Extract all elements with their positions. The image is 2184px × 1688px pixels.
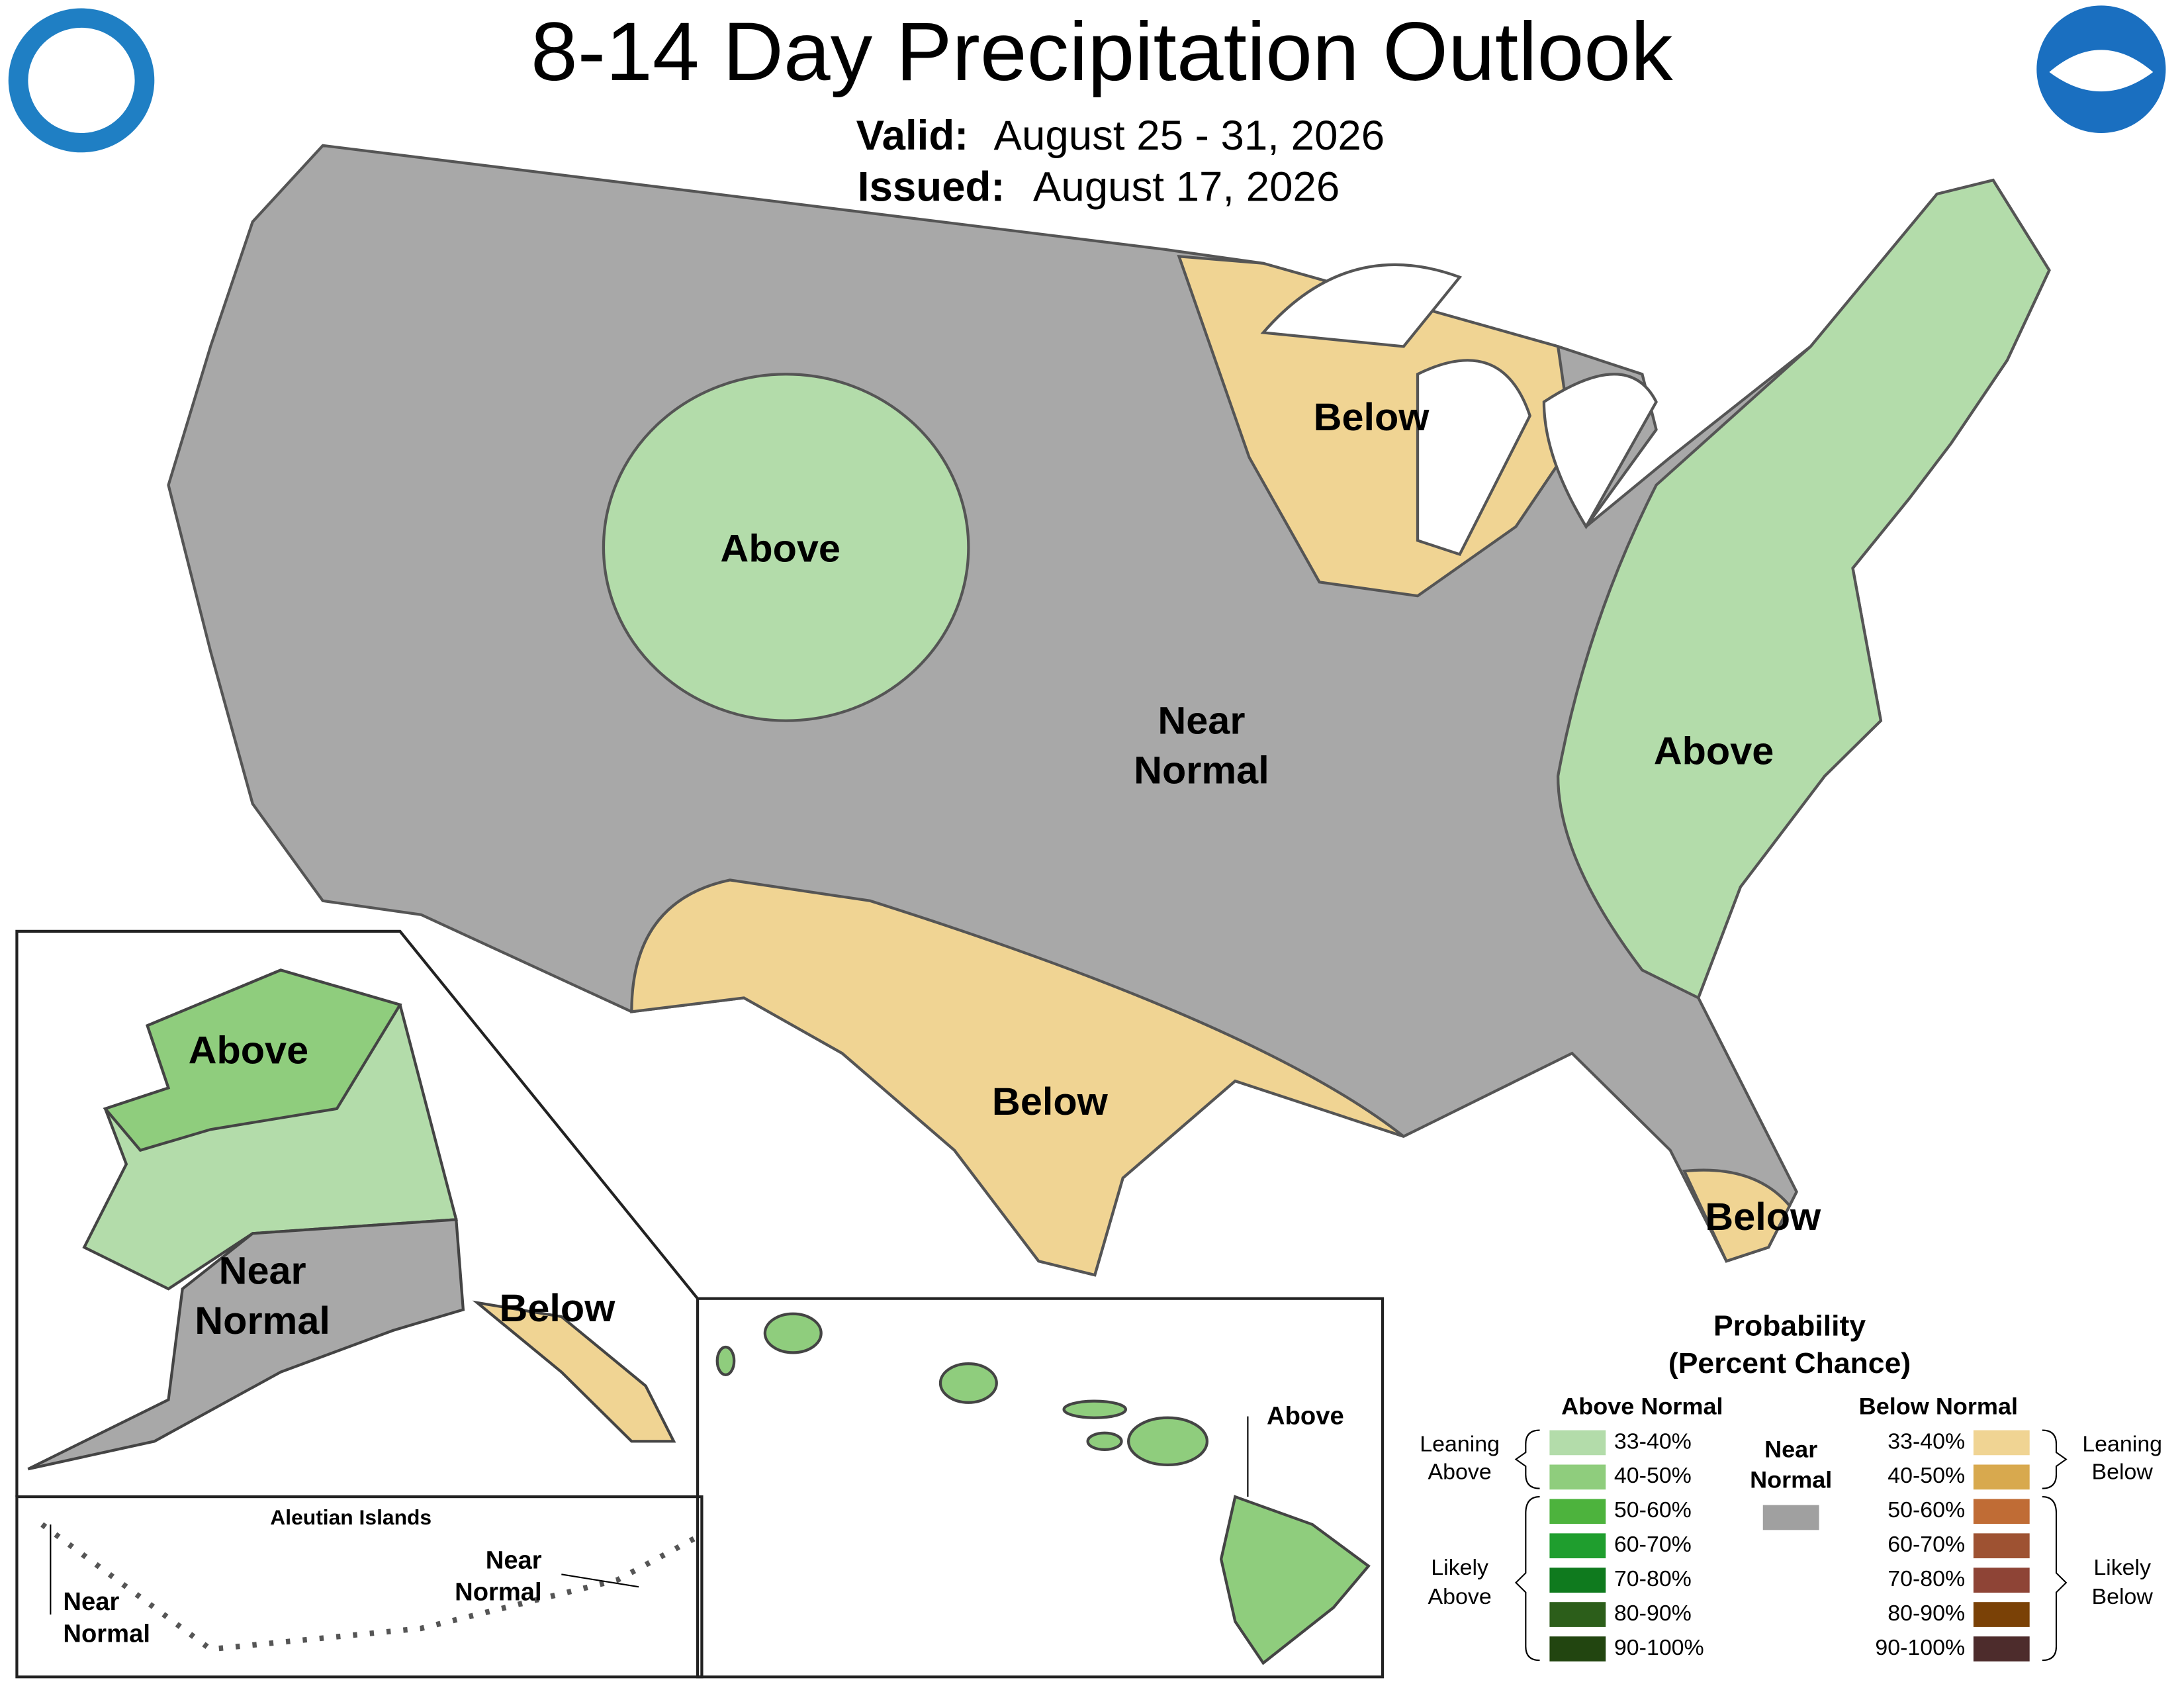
legend-label: 80-90% — [1614, 1601, 1692, 1626]
bracket-label: Likely — [2093, 1555, 2151, 1580]
legend-label: 40-50% — [1888, 1463, 1965, 1488]
issued-label: Issued: — [858, 164, 1005, 211]
bracket-label: Leaning — [1420, 1432, 1500, 1457]
above-area-rockies — [602, 373, 970, 722]
legend-heading: Above Normal — [1561, 1393, 1723, 1420]
legend-swatch — [1973, 1533, 2030, 1559]
legend-swatch — [1973, 1636, 2030, 1662]
island — [1219, 1495, 1371, 1665]
legend-swatch — [1549, 1464, 1606, 1490]
legend-label: 90-100% — [1875, 1635, 1965, 1660]
aleutian-islands — [40, 1522, 696, 1652]
brackets — [1514, 1429, 2068, 1662]
legend-label: 60-70% — [1888, 1532, 1965, 1557]
legend-swatch — [1973, 1602, 2030, 1627]
legend-label: 60-70% — [1614, 1532, 1692, 1557]
below-area-florida — [1682, 1168, 1792, 1263]
island — [1086, 1431, 1123, 1451]
legend-label: 40-50% — [1614, 1463, 1692, 1488]
legend-swatch — [1549, 1636, 1606, 1662]
aleutian-frame — [15, 1495, 704, 1679]
valid-label: Valid: — [856, 113, 969, 159]
above-area-north-alaska — [103, 968, 402, 1152]
map-label: Above — [720, 527, 840, 571]
bracket-label: Above — [1428, 1584, 1492, 1609]
valid-date: August 25 - 31, 2026 — [994, 113, 1385, 159]
map-label: Above — [189, 1029, 308, 1072]
island — [1062, 1399, 1128, 1419]
below-area-alaska — [472, 1300, 676, 1443]
legend-swatch — [1549, 1533, 1606, 1559]
island — [715, 1345, 736, 1376]
legend-label: 33-40% — [1888, 1429, 1965, 1454]
map-label: Near — [1158, 699, 1245, 743]
bracket-label: Below — [2091, 1584, 2153, 1609]
legend-label: 80-90% — [1888, 1601, 1965, 1626]
hawaii — [715, 1312, 1371, 1665]
island — [938, 1362, 998, 1404]
hawaii-frame — [696, 1297, 1385, 1679]
legend-swatch — [1549, 1430, 1606, 1456]
map-label: Normal — [195, 1299, 330, 1342]
map-label: Normal — [63, 1620, 150, 1648]
island — [763, 1312, 823, 1354]
alaska-frame — [15, 929, 699, 1497]
map-label: Normal — [455, 1579, 541, 1607]
bracket-label: Above — [1428, 1460, 1492, 1485]
map-label: Above — [1267, 1403, 1344, 1430]
map-label: Below — [992, 1080, 1108, 1123]
map-label: Above — [1654, 729, 1774, 773]
legend-label: 33-40% — [1614, 1429, 1692, 1454]
legend-label: 70-80% — [1888, 1566, 1965, 1591]
great-lakes-water — [1260, 263, 1658, 556]
map-label: Below — [500, 1286, 615, 1330]
legend-swatch — [1973, 1464, 2030, 1490]
conus — [167, 144, 2051, 1277]
legend-label: 50-60% — [1888, 1497, 1965, 1523]
map-label: Normal — [1134, 749, 1269, 792]
legend: Probability (Percent Chance) Above Norma… — [1420, 1310, 2162, 1662]
legend-swatch — [1973, 1499, 2030, 1524]
bracket-label: Likely — [1431, 1555, 1488, 1580]
map-label: Near — [486, 1547, 542, 1575]
island — [1127, 1416, 1209, 1467]
near-normal-area-alaska — [27, 1218, 465, 1471]
legend-swatch — [1973, 1430, 2030, 1456]
noaa-logo-bird — [2049, 50, 2154, 92]
inset-frames — [15, 929, 1385, 1679]
map-label: Near — [63, 1588, 119, 1616]
commerce-seal-inner — [28, 27, 135, 133]
bracket-label: Leaning — [2082, 1432, 2162, 1457]
bracket-label: Below — [2091, 1460, 2153, 1485]
legend-swatch — [1549, 1499, 1606, 1524]
map-label: Below — [1705, 1195, 1821, 1239]
legend-near: Normal — [1750, 1467, 1832, 1493]
map-label: Near — [219, 1249, 306, 1293]
legend-label: 70-80% — [1614, 1566, 1692, 1591]
legend-near: Near — [1764, 1436, 1817, 1463]
title: 8-14 Day Precipitation Outlook — [531, 5, 1673, 98]
legend-subtitle: (Percent Chance) — [1668, 1347, 1911, 1380]
below-area-southwest — [630, 878, 1405, 1277]
legend-label: 90-100% — [1614, 1635, 1704, 1660]
aleutian-title: Aleutian Islands — [270, 1505, 432, 1529]
legend-swatch — [1549, 1568, 1606, 1593]
legend-heading: Below Normal — [1859, 1393, 2018, 1420]
leader-line — [561, 1573, 639, 1588]
above-area-east — [1556, 178, 2051, 1000]
map-label: Below — [1314, 395, 1430, 439]
issued-date: August 17, 2026 — [1033, 164, 1340, 211]
legend-title: Probability — [1713, 1310, 1866, 1342]
legend-swatch — [1549, 1602, 1606, 1627]
alaska — [27, 968, 676, 1471]
legend-swatch — [1762, 1505, 1819, 1530]
legend-swatch — [1973, 1568, 2030, 1593]
legend-label: 50-60% — [1614, 1497, 1692, 1523]
